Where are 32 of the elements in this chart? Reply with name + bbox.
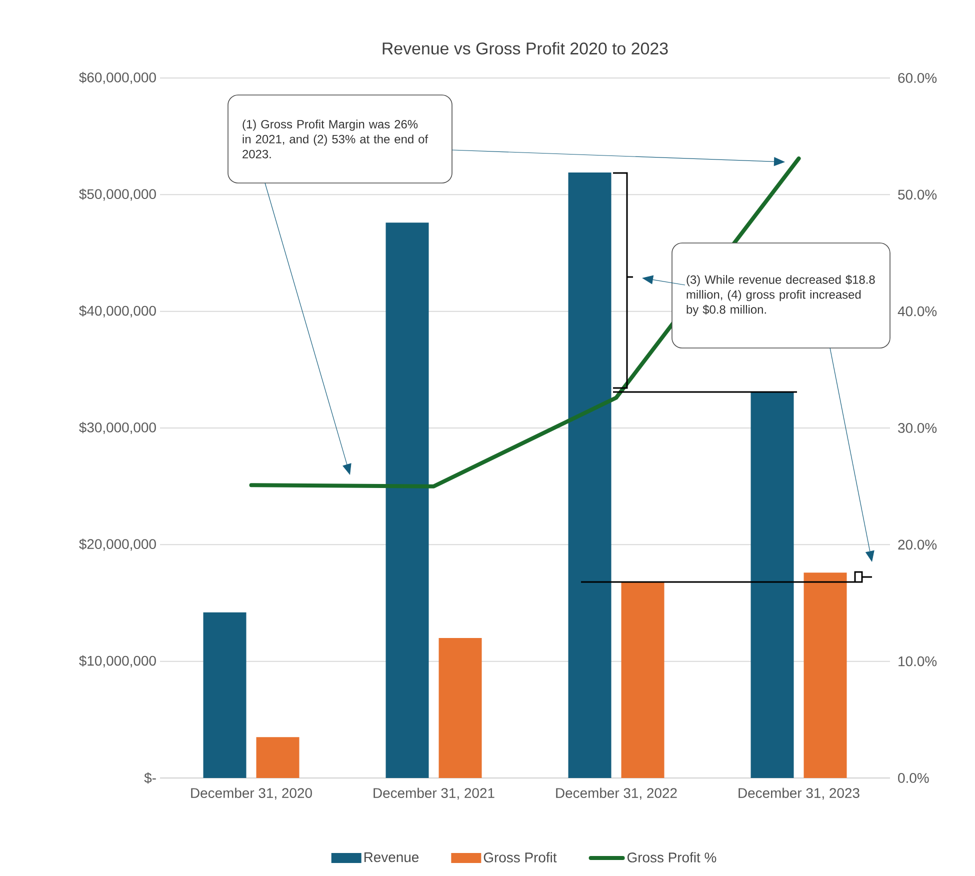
y-tick-label: $40,000,000 bbox=[79, 305, 156, 318]
x-tick-label: December 31, 2023 bbox=[738, 788, 860, 800]
bar bbox=[256, 737, 300, 778]
legend-label: Revenue bbox=[364, 852, 419, 862]
bar bbox=[750, 392, 794, 778]
y2-tick-label: 20.0% bbox=[898, 540, 937, 550]
bar bbox=[804, 572, 847, 778]
chart-title: Revenue vs Gross Profit 2020 to 2023 bbox=[382, 42, 668, 54]
y-tick-label: $10,000,000 bbox=[79, 655, 156, 668]
y-tick-label: $30,000,000 bbox=[79, 422, 156, 434]
legend-label: Gross Profit % bbox=[627, 852, 716, 862]
bar bbox=[568, 172, 612, 778]
y2-tick-label: 0.0% bbox=[898, 773, 929, 783]
bar bbox=[203, 612, 246, 778]
y-tick-label: $- bbox=[144, 772, 156, 784]
bar bbox=[621, 582, 664, 778]
bar bbox=[386, 222, 429, 778]
legend-label: Gross Profit bbox=[484, 852, 557, 862]
y-tick-label: $50,000,000 bbox=[79, 188, 156, 201]
y2-tick-label: 40.0% bbox=[898, 306, 937, 316]
x-tick-label: December 31, 2022 bbox=[556, 788, 677, 800]
y-tick-label: $60,000,000 bbox=[79, 72, 156, 84]
x-tick-label: December 31, 2021 bbox=[374, 788, 494, 800]
y2-tick-label: 10.0% bbox=[898, 656, 937, 666]
annotation: (3) While revenue decreased $18.8 million, (4) gross profit increased by $0.8 million. bbox=[686, 274, 875, 316]
x-tick-label: December 31, 2020 bbox=[191, 788, 312, 800]
bar bbox=[438, 638, 482, 778]
y-tick-label: $20,000,000 bbox=[79, 538, 156, 551]
y2-tick-label: 30.0% bbox=[898, 423, 937, 433]
y2-tick-label: 50.0% bbox=[898, 190, 937, 200]
annotation: (1) Gross Profit Margin was 26% in 2021, and (2) 53% at the end of 2023. bbox=[242, 120, 428, 158]
y2-tick-label: 60.0% bbox=[898, 73, 937, 83]
